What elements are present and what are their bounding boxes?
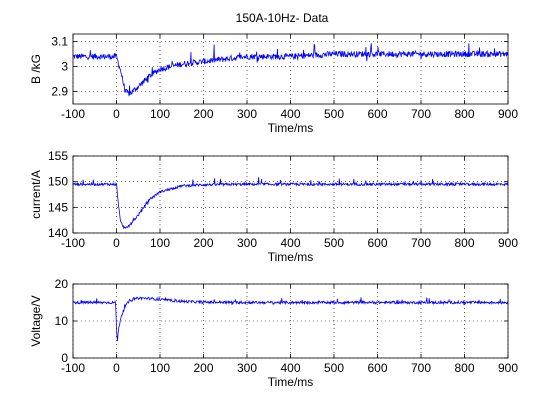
y-axis-label: current/A xyxy=(29,170,43,219)
x-tick-label: 800 xyxy=(454,107,474,121)
x-tick-label: 0 xyxy=(113,236,120,250)
x-tick-label: 800 xyxy=(454,361,474,375)
x-tick-label: 200 xyxy=(193,236,213,250)
x-tick-label: 600 xyxy=(367,361,387,375)
y-axis-label: Voltage/V xyxy=(29,295,43,346)
x-tick-label: 700 xyxy=(411,361,431,375)
y-tick-label: 155 xyxy=(48,149,68,163)
y-axis-label: B /kG xyxy=(29,54,43,84)
x-axis-label: Time/ms xyxy=(268,121,314,135)
x-tick-label: 600 xyxy=(367,236,387,250)
x-tick-label: 300 xyxy=(237,107,257,121)
x-tick-label: 200 xyxy=(193,361,213,375)
x-tick-label: 400 xyxy=(280,107,300,121)
y-tick-label: 3.1 xyxy=(51,35,68,49)
x-tick-label: -100 xyxy=(61,236,85,250)
x-tick-label: 100 xyxy=(150,361,170,375)
series-line-1-1 xyxy=(72,43,509,97)
y-tick-label: 2.9 xyxy=(51,85,68,99)
plot-area xyxy=(73,34,508,104)
x-tick-label: 500 xyxy=(324,236,344,250)
y-tick-label: 140 xyxy=(48,226,68,240)
x-tick-label: 900 xyxy=(498,107,518,121)
subplot-3: -100 0 100 200 300 400 500 600 700 800 90001020Tim… xyxy=(29,277,518,389)
subplot-2: -100 0 100 200 300 400 500 600 700 800 900 140 145 15… xyxy=(29,149,518,264)
plot-area xyxy=(73,156,508,233)
figure-title: 150A-10Hz- Data xyxy=(236,11,329,25)
x-tick-label: 700 xyxy=(411,107,431,121)
series-line-3-1 xyxy=(72,296,509,342)
x-tick-label: 400 xyxy=(280,236,300,250)
x-tick-label: 300 xyxy=(237,236,257,250)
x-tick-label: 400 xyxy=(280,361,300,375)
x-tick-label: 500 xyxy=(324,361,344,375)
x-tick-label: 800 xyxy=(454,236,474,250)
x-tick-label: 100 xyxy=(150,107,170,121)
y-tick-label: 150 xyxy=(48,175,68,189)
x-tick-label: 900 xyxy=(498,236,518,250)
x-tick-label: 700 xyxy=(411,236,431,250)
x-tick-label: 900 xyxy=(498,361,518,375)
x-tick-label: 0 xyxy=(113,107,120,121)
x-tick-label: -100 xyxy=(61,361,85,375)
x-tick-label: 200 xyxy=(193,107,213,121)
x-tick-label: -100 xyxy=(61,107,85,121)
x-axis-label: Time/ms xyxy=(268,375,314,389)
x-tick-label: 300 xyxy=(237,361,257,375)
x-axis-label: Time/ms xyxy=(268,250,314,264)
x-tick-label: 500 xyxy=(324,107,344,121)
y-tick-label: 3 xyxy=(61,60,68,74)
y-tick-label: 0 xyxy=(61,351,68,365)
y-tick-label: 10 xyxy=(55,314,69,328)
y-tick-label: 20 xyxy=(55,277,69,291)
series-line-2-1 xyxy=(72,177,509,230)
x-tick-label: 600 xyxy=(367,107,387,121)
x-tick-label: 0 xyxy=(113,361,120,375)
subplot-1: -100 0 100 200 300 400 500 600 700 800 900 2.9 3 3.1 T… xyxy=(29,33,518,135)
y-tick-label: 145 xyxy=(48,200,68,214)
x-tick-label: 100 xyxy=(150,236,170,250)
